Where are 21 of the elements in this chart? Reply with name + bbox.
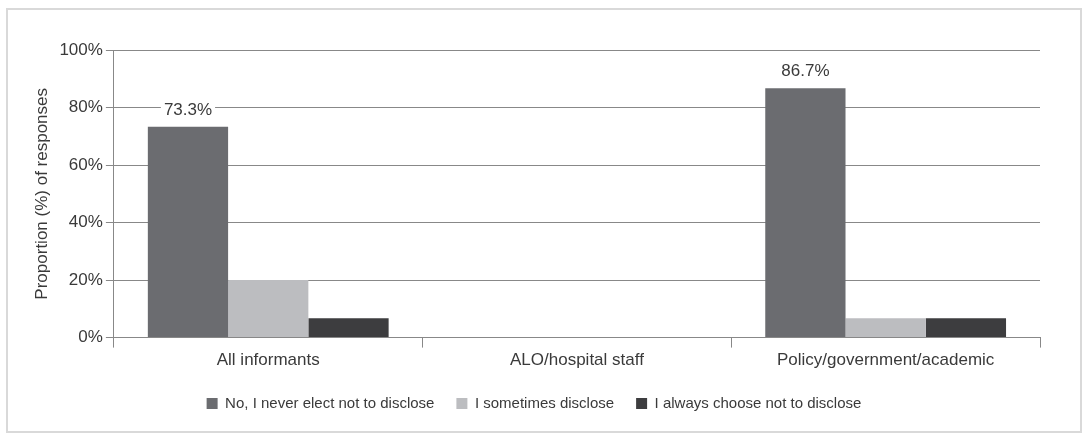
x-tick-label: All informants (216, 350, 320, 370)
legend-label: I always choose not to disclose (654, 393, 862, 411)
bar (925, 318, 1007, 338)
y-tick-label: 20% (68, 269, 103, 289)
bar (845, 318, 926, 338)
x-tick-label: Policy/government/academic (776, 350, 995, 370)
y-tick-label: 40% (68, 212, 103, 232)
y-axis-title: Proportion (%) of responses (31, 87, 51, 300)
legend-label: I sometimes disclose (474, 393, 615, 411)
y-tick-label: 100% (59, 39, 103, 59)
legend-label: No, I never elect not to disclose (225, 393, 435, 411)
bar (308, 318, 389, 338)
data-label: 73.3% (163, 99, 213, 119)
y-tick-label: 60% (68, 154, 103, 174)
bar (228, 280, 309, 338)
y-tick-label: 0% (78, 327, 103, 347)
bar (765, 88, 846, 338)
x-tick-label: ALO/hospital staff (510, 350, 645, 370)
bar (147, 126, 229, 338)
y-tick-label: 80% (68, 97, 103, 117)
data-label: 86.7% (781, 61, 830, 81)
